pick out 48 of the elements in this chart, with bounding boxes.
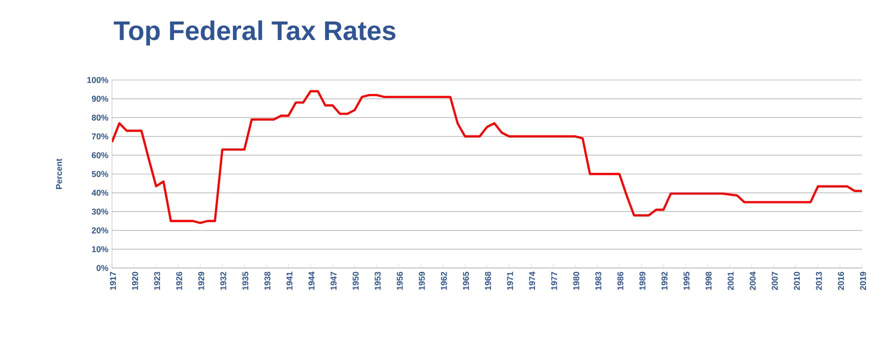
x-tick-label: 2019 bbox=[860, 272, 866, 290]
x-tick-label: 1932 bbox=[220, 272, 226, 290]
y-tick-label: 100% bbox=[87, 77, 108, 83]
chart-title: Top Federal Tax Rates bbox=[114, 20, 396, 46]
x-tick-label: 1944 bbox=[308, 272, 315, 290]
x-tick-label: 1938 bbox=[264, 272, 270, 290]
x-tick-label: 1926 bbox=[176, 272, 182, 290]
x-tick-label: 1947 bbox=[330, 272, 337, 290]
x-tick-label: 1965 bbox=[462, 272, 469, 290]
x-tick-label: 1950 bbox=[352, 272, 359, 290]
x-tick-label: 1953 bbox=[374, 272, 381, 290]
y-tick-label: 0% bbox=[96, 265, 108, 271]
x-tick-label: 2016 bbox=[838, 272, 844, 290]
x-tick-label: 1971 bbox=[507, 272, 514, 290]
x-tick-label: 1941 bbox=[286, 272, 292, 290]
x-tick-label: 1992 bbox=[661, 272, 668, 290]
y-tick-label: 30% bbox=[92, 208, 108, 215]
x-tick-label: 2013 bbox=[816, 272, 822, 290]
y-tick-label: 80% bbox=[92, 114, 108, 121]
x-tick-label: 1920 bbox=[132, 272, 138, 290]
x-tick-label: 2007 bbox=[772, 272, 778, 290]
x-tick-label: 1998 bbox=[706, 272, 712, 290]
y-tick-label: 70% bbox=[92, 133, 108, 140]
y-tick-label: 40% bbox=[92, 190, 108, 196]
x-tick-label: 1956 bbox=[396, 272, 403, 290]
y-axis-title: Percent bbox=[56, 158, 62, 189]
y-tick-label: 90% bbox=[92, 96, 108, 102]
y-tick-label: 10% bbox=[92, 246, 108, 252]
x-tick-label: 1983 bbox=[595, 272, 602, 290]
x-tick-label: 1968 bbox=[485, 272, 491, 290]
x-tick-label: 1917 bbox=[110, 272, 116, 290]
x-tick-label: 2010 bbox=[794, 272, 800, 290]
x-tick-label: 1929 bbox=[198, 272, 204, 290]
x-tick-label: 1989 bbox=[639, 272, 646, 290]
x-tick-label: 1974 bbox=[529, 272, 536, 290]
x-tick-label: 1977 bbox=[551, 272, 558, 290]
x-tick-label: 1959 bbox=[418, 272, 425, 290]
x-tick-label: 1986 bbox=[617, 272, 624, 290]
x-tick-label: 2001 bbox=[728, 272, 734, 290]
y-tick-label: 60% bbox=[92, 152, 108, 158]
x-tick-label: 1980 bbox=[573, 272, 580, 290]
x-tick-label: 1935 bbox=[242, 272, 248, 290]
x-tick-label: 1923 bbox=[154, 272, 160, 290]
y-tick-label: 20% bbox=[92, 227, 108, 234]
x-tick-label: 1995 bbox=[684, 272, 690, 290]
x-tick-label: 1962 bbox=[440, 272, 447, 290]
y-tick-label: 50% bbox=[92, 171, 108, 177]
x-tick-label: 2004 bbox=[750, 272, 756, 290]
